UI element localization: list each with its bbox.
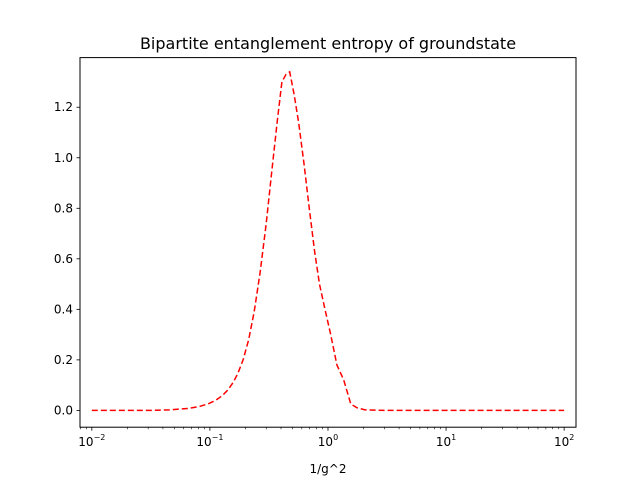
plot-frame [79, 57, 577, 428]
y-tick-label: 0.2 [54, 353, 73, 367]
y-tick-label: 0.0 [54, 403, 73, 417]
y-tick-label: 0.6 [54, 252, 73, 266]
x-tick-label: 100 [318, 433, 338, 449]
series-line [91, 70, 565, 412]
y-tick-label: 1.0 [54, 151, 73, 165]
x-axis-label: 1/g^2 [310, 462, 347, 476]
x-tick-label: 10−2 [78, 433, 105, 449]
x-tick-label: 101 [436, 433, 456, 449]
plot-area: 10−2 10−1 100 101 102 0.0 0.2 0.4 0.6 0.8 1.0 1.2 [54, 57, 577, 449]
y-tick-label: 1.2 [54, 100, 73, 114]
x-axis-ticks: 10−2 10−1 100 101 102 [78, 427, 574, 449]
y-tick-label: 0.4 [54, 302, 73, 316]
chart-title: Bipartite entanglement entropy of ground… [140, 34, 516, 53]
y-axis-ticks: 0.0 0.2 0.4 0.6 0.8 1.0 1.2 [54, 100, 80, 417]
y-tick-label: 0.8 [54, 201, 73, 215]
x-tick-label: 10−1 [196, 433, 223, 449]
x-tick-label: 102 [554, 433, 574, 449]
